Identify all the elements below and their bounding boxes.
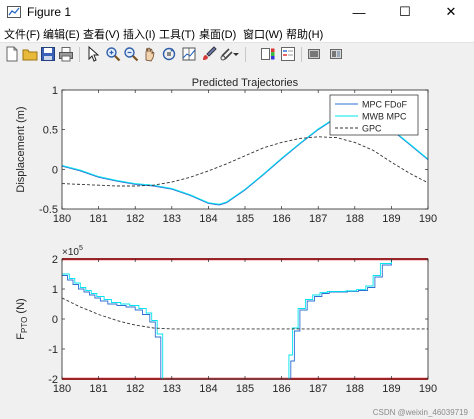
y-tick-label: 0.5 — [43, 125, 58, 137]
figure-toolbar — [0, 42, 474, 66]
x-tick-label: 186 — [272, 383, 290, 395]
mwb-mpc-line — [62, 259, 392, 380]
brush-icon[interactable] — [201, 46, 217, 62]
y-tick-label: 0 — [52, 314, 58, 326]
colorbar-icon[interactable] — [260, 46, 276, 62]
link-icon[interactable] — [219, 46, 235, 62]
y-axis-label: FPTO (N) — [15, 298, 29, 339]
maximize-button[interactable]: ☐ — [399, 4, 411, 19]
new-figure-icon[interactable] — [4, 46, 20, 62]
x-tick-label: 185 — [236, 213, 254, 225]
x-tick-label: 181 — [89, 383, 107, 395]
x-tick-label: 189 — [382, 383, 400, 395]
menu-help[interactable]: 帮助(H) — [286, 29, 324, 41]
print-icon[interactable] — [58, 46, 74, 62]
menu-desktop[interactable]: 桌面(D) — [199, 29, 237, 41]
watermark-text: CSDN @weixin_46039719 — [372, 408, 468, 417]
show-plot-tools-icon[interactable] — [328, 46, 344, 62]
toolbar-separator — [245, 47, 246, 62]
toolbar-separator — [79, 47, 80, 62]
hide-plot-tools-icon[interactable] — [306, 46, 322, 62]
close-button[interactable]: ✕ — [445, 4, 457, 19]
x-tick-label: 180 — [53, 213, 71, 225]
menu-window[interactable]: 窗口(W) — [243, 29, 283, 41]
x-tick-label: 180 — [53, 383, 71, 395]
y-axis-label: Displacement (m) — [15, 106, 27, 192]
zoom-out-icon[interactable] — [123, 46, 139, 62]
x-tick-label: 182 — [126, 213, 144, 225]
menu-view[interactable]: 查看(V) — [83, 29, 120, 41]
menu-insert[interactable]: 插入(I) — [123, 29, 156, 41]
axes-background — [62, 259, 428, 379]
figure-plot-area: 180 181 182 183 184 185 186 187 188 189 190 -0.5 0 0.… — [15, 77, 437, 395]
open-file-icon[interactable] — [22, 46, 38, 62]
y-tick-label: 2 — [52, 254, 58, 266]
mpc-fdof-line — [62, 259, 392, 380]
x-tick-label: 188 — [346, 213, 364, 225]
x-tick-label: 182 — [126, 383, 144, 395]
x-tick-label: 187 — [309, 213, 327, 225]
data-cursor-icon[interactable] — [181, 46, 197, 62]
title-bar: Figure 1 — ☐ ✕ — [0, 0, 474, 24]
x-tick-label: 183 — [163, 383, 181, 395]
legend-entry: MPC FDoF — [362, 100, 408, 110]
figure-canvas: 180 181 182 183 184 185 186 187 188 189 190 -0.5 0 0.… — [0, 65, 474, 419]
y-tick-label: 1 — [52, 85, 58, 97]
x-tick-label: 190 — [419, 383, 437, 395]
toolbar-separator — [301, 47, 302, 62]
x-tick-label: 188 — [346, 383, 364, 395]
rotate-3d-icon[interactable] — [161, 46, 177, 62]
x-tick-label: 186 — [272, 213, 290, 225]
x-tick-label: 185 — [236, 383, 254, 395]
legend: MPC FDoF MWB MPC GPC — [329, 94, 419, 136]
gpc-line — [62, 297, 428, 330]
axes-2: 180 181 182 183 184 185 186 187 188 189 190 -2 -1 0 1 2… — [15, 245, 437, 395]
legend-box — [329, 94, 419, 136]
x-tick-label: 184 — [199, 213, 217, 225]
x-tick-label: 181 — [89, 213, 107, 225]
x-tick-label: 189 — [382, 213, 400, 225]
x-tick-label: 187 — [309, 383, 327, 395]
y-tick-label: -2 — [48, 374, 58, 386]
menu-file[interactable]: 文件(F) — [4, 29, 41, 41]
legend-entry: MWB MPC — [362, 112, 407, 122]
y-exponent-label: ×105 — [62, 245, 83, 258]
y-tick-label: 1 — [52, 284, 58, 296]
minimize-button[interactable]: — — [352, 4, 366, 20]
legend-icon[interactable] — [280, 46, 296, 62]
legend-entry: GPC — [362, 124, 382, 134]
x-tick-label: 184 — [199, 383, 217, 395]
y-tick-label: -0.5 — [39, 204, 58, 216]
x-tick-label: 190 — [419, 213, 437, 225]
menu-tools[interactable]: 工具(T) — [159, 29, 196, 41]
pointer-icon[interactable] — [85, 46, 101, 62]
axes-1: 180 181 182 183 184 185 186 187 188 189 190 -0.5 0 0.… — [15, 77, 437, 225]
chevron-down-icon[interactable] — [232, 46, 240, 62]
axes-title: Predicted Trajectories — [192, 77, 299, 89]
window-title: Figure 1 — [27, 5, 72, 19]
pan-icon[interactable] — [141, 46, 157, 62]
menu-edit[interactable]: 编辑(E) — [43, 29, 80, 41]
zoom-in-icon[interactable] — [105, 46, 121, 62]
y-tick-label: 0 — [52, 164, 58, 176]
menu-bar: 文件(F) 编辑(E) 查看(V) 插入(I) 工具(T) 桌面(D) 窗口(W… — [0, 24, 474, 42]
y-tick-label: -1 — [48, 344, 58, 356]
matlab-figure-icon — [7, 6, 21, 18]
x-tick-label: 183 — [163, 213, 181, 225]
save-icon[interactable] — [40, 46, 56, 62]
gpc-line — [62, 136, 428, 187]
